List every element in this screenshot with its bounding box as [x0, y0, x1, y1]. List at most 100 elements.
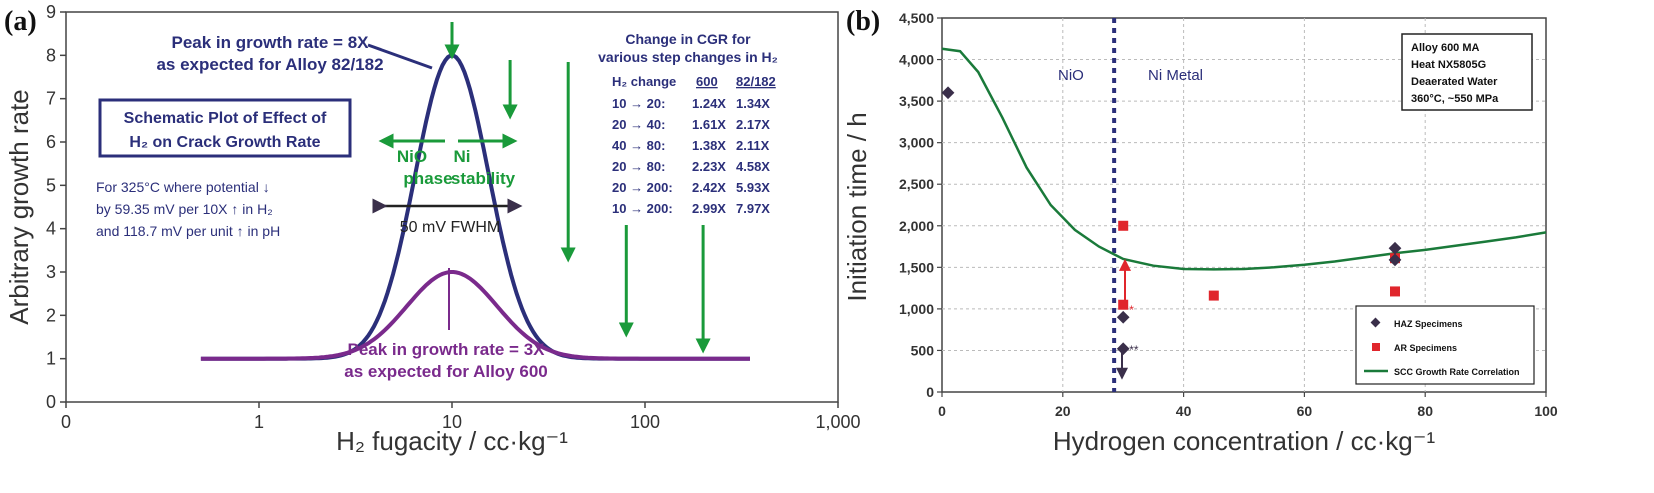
legend-ar-label: AR Specimens [1394, 343, 1457, 353]
peak-8x-text-line1: Peak in growth rate = 8X [172, 33, 370, 52]
cgr-row-600: 1.24X [692, 96, 726, 111]
panel-a-x-ticks: 0 1 10 100 1,000 [61, 402, 861, 432]
legend-haz-marker [1370, 317, 1381, 328]
panel-a: (a) 0 1 10 100 1,000 0 1 2 3 4 5 6 7 8 9 H₂ fugacity … [4, 2, 861, 456]
cgr-row-change: 10 → 20: [612, 96, 665, 111]
panel-a-y-tick-label: 5 [46, 175, 56, 195]
panel-a-y-tick-label: 1 [46, 349, 56, 369]
cgr-row-change: 40 → 80: [612, 138, 665, 153]
cgr-row-82-182: 2.17X [736, 117, 770, 132]
cgr-header-change: H₂ change [612, 74, 676, 89]
region-label-nio: NiO [1058, 67, 1084, 84]
panel-b-y-tick-label: 500 [911, 342, 935, 358]
panel-a-x-tick-label: 0 [61, 412, 71, 432]
panel-b-x-tick-label: 0 [938, 403, 946, 419]
panel-b-x-tick-label: 80 [1417, 403, 1433, 419]
panel-a-y-ticks: 0 1 2 3 4 5 6 7 8 9 [46, 2, 66, 412]
ar-specimen-point [1208, 290, 1219, 301]
panel-a-y-axis-title: Arbitrary growth rate [4, 89, 34, 325]
ni-label: Ni [454, 147, 471, 166]
panel-b-x-tick-label: 60 [1297, 403, 1313, 419]
growth-curve-600 [200, 270, 750, 361]
cgr-table-rows: 10 → 20: 1.24X 1.34X 20 → 40: 1.61X 2.17X 40 →… [612, 96, 770, 216]
panel-b-y-tick-label: 3,500 [899, 93, 934, 109]
peak-3x-text-line2: as expected for Alloy 600 [344, 362, 547, 381]
ar-specimen-point [1118, 220, 1129, 231]
panel-a-x-tick-label: 10 [442, 412, 462, 432]
schematic-title-box [98, 98, 352, 158]
panel-b-y-tick-label: 2,500 [899, 176, 934, 192]
region-label-ni-metal: Ni Metal [1148, 67, 1203, 84]
panel-a-y-tick-label: 2 [46, 305, 56, 325]
panel-a-y-tick-label: 9 [46, 2, 56, 22]
cgr-row-600: 1.61X [692, 117, 726, 132]
cgr-row-change: 20 → 80: [612, 159, 665, 174]
panel-a-y-tick-label: 4 [46, 219, 56, 239]
cgr-row-change: 20 → 40: [612, 117, 665, 132]
panel-b-y-tick-label: 4,000 [899, 52, 934, 68]
cgr-header-600: 600 [696, 74, 718, 89]
panel-b-y-tick-label: 1,500 [899, 259, 934, 275]
panel-a-y-tick-label: 8 [46, 45, 56, 65]
panel-a-x-tick-label: 1 [254, 412, 264, 432]
potential-note-line1: For 325°C where potential ↓ [96, 179, 270, 195]
potential-note-line3: and 118.7 mV per unit ↑ in pH [96, 223, 280, 239]
panel-b-y-axis-title: Initiation time / h [842, 112, 872, 301]
cgr-row-600: 2.99X [692, 201, 726, 216]
cgr-row-82-182: 7.97X [736, 201, 770, 216]
cgr-header-82-182: 82/182 [736, 74, 776, 89]
panel-b-x-tick-label: 20 [1055, 403, 1071, 419]
panel-a-x-tick-label: 1,000 [815, 412, 860, 432]
stability-label: stability [451, 169, 516, 188]
phase-label: phase [403, 169, 452, 188]
info-box-line3: Deaerated Water [1411, 76, 1498, 88]
ar-specimen-point [1390, 286, 1400, 297]
panel-a-y-tick-label: 7 [46, 89, 56, 109]
peak-8x-text-line2: as expected for Alloy 82/182 [156, 55, 383, 74]
cgr-row-82-182: 4.58X [736, 159, 770, 174]
peak-8x-leader-line [367, 43, 433, 70]
cgr-table-title-line2: various step changes in H₂ [598, 49, 778, 65]
cgr-row-82-182: 1.34X [736, 96, 770, 111]
schematic-title-line1: Schematic Plot of Effect of [124, 110, 327, 127]
scc-correlation-line [941, 47, 1547, 271]
cgr-table-title-line1: Change in CGR for [625, 31, 751, 47]
cgr-row-600: 2.42X [692, 180, 726, 195]
cgr-row-600: 1.38X [692, 138, 726, 153]
cgr-row-82-182: 2.11X [736, 138, 770, 153]
panel-b-x-tick-label: 40 [1176, 403, 1192, 419]
potential-note-line2: by 59.35 mV per 10X ↑ in H₂ [96, 201, 273, 217]
schematic-title-line2: H₂ on Crack Growth Rate [129, 134, 320, 151]
cgr-row-82-182: 5.93X [736, 180, 770, 195]
panel-a-y-tick-label: 6 [46, 132, 56, 152]
nio-label: NiO [397, 147, 427, 166]
info-box [1401, 33, 1533, 111]
panel-a-step-arrows [444, 22, 711, 354]
info-box-line4: 360°C, ~550 MPa [1411, 93, 1499, 105]
peak-3x-text-line1: Peak in growth rate = 3X [348, 340, 546, 359]
panel-b-y-tick-label: 4,500 [899, 10, 934, 26]
legend-scc-label: SCC Growth Rate Correlation [1394, 367, 1520, 377]
info-box-line2: Heat NX5805G [1411, 59, 1486, 71]
legend-ar-marker [1372, 343, 1380, 351]
cgr-row-change: 10 → 200: [612, 201, 673, 216]
panel-a-y-tick-label: 0 [46, 392, 56, 412]
panel-a-label: (a) [4, 6, 37, 37]
star-label-double: ** [1129, 343, 1139, 357]
info-box-line1: Alloy 600 MA [1411, 42, 1480, 54]
panel-b-y-tick-label: 0 [926, 384, 934, 400]
ar-specimen-point [1118, 299, 1129, 310]
panel-b-x-axis-title: Hydrogen concentration / cc·kg⁻¹ [1053, 426, 1436, 456]
panel-b-label: (b) [846, 6, 880, 37]
panel-b-x-ticks: 0 20 40 60 80 100 [938, 392, 1558, 419]
cgr-row-600: 2.23X [692, 159, 726, 174]
legend-haz-label: HAZ Specimens [1394, 319, 1463, 329]
panel-b: (b) 0 20 40 60 80 100 0 500 1,000 1,500 2,000 2,50… [842, 6, 1558, 456]
panel-b-y-tick-label: 3,000 [899, 135, 934, 151]
cgr-row-change: 20 → 200: [612, 180, 673, 195]
panel-a-y-tick-label: 3 [46, 262, 56, 282]
panel-b-y-ticks: 0 500 1,000 1,500 2,000 2,500 3,000 3,500 4,000 4… [899, 10, 942, 400]
fwhm-label: 50 mV FWHM [400, 219, 500, 236]
star-label-single: * [1129, 303, 1134, 317]
